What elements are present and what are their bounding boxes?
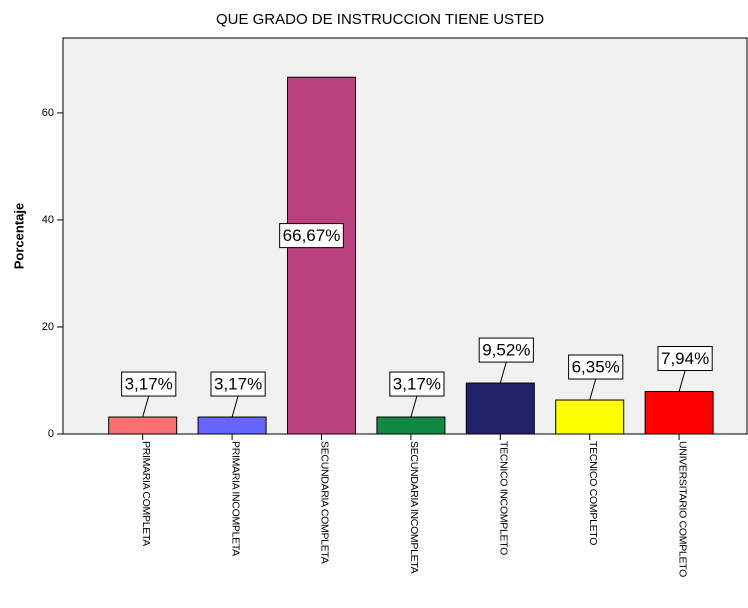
bar — [287, 76, 356, 435]
bar — [376, 416, 446, 435]
value-label: 6,35% — [572, 358, 620, 377]
label-box — [279, 223, 344, 249]
value-label: 7,94% — [661, 349, 709, 368]
value-label: 3,17% — [393, 375, 441, 394]
bar — [465, 382, 535, 435]
leader-line — [499, 361, 507, 384]
value-label: 66,67% — [283, 226, 341, 245]
x-tick-label: TECNICO INCOMPLETO — [498, 441, 510, 555]
value-label: 3,17% — [214, 375, 262, 394]
bar — [108, 416, 178, 435]
leader-line — [678, 370, 686, 392]
x-tick-label: TECNICO COMPLETO — [587, 441, 599, 545]
bar — [197, 416, 267, 435]
x-tick-label: SECUNDARIA COMPLETA — [319, 441, 331, 564]
leader-line — [410, 395, 418, 418]
value-label: 9,52% — [482, 341, 530, 360]
x-tick-label: SECUNDARIA INCOMPLETA — [408, 441, 420, 574]
label-box — [210, 371, 266, 397]
bar — [644, 391, 714, 435]
y-tick-label: 40 — [42, 214, 54, 226]
x-tick-label: PRIMARIA COMPLETA — [140, 441, 152, 546]
leader-line — [142, 395, 150, 418]
leader-line — [231, 395, 239, 418]
label-box — [389, 371, 445, 397]
label-box — [568, 354, 624, 380]
leader-line — [589, 378, 597, 401]
x-tick-label: PRIMARIA INCOMPLETA — [229, 441, 241, 556]
chart-title: QUE GRADO DE INSTRUCCION TIENE USTED — [216, 11, 544, 28]
y-tick-label: 0 — [48, 428, 54, 440]
x-tick-label: UNIVERSITARIO COMPLETO — [676, 441, 688, 577]
plot-area — [62, 37, 748, 435]
value-label: 3,17% — [125, 375, 173, 394]
label-box — [657, 346, 713, 372]
label-box — [121, 371, 177, 397]
y-axis-label: Porcentaje — [11, 203, 26, 269]
y-tick-label: 60 — [42, 107, 54, 119]
y-tick-label: 20 — [42, 321, 54, 333]
label-box — [478, 337, 534, 363]
bar — [555, 399, 625, 435]
